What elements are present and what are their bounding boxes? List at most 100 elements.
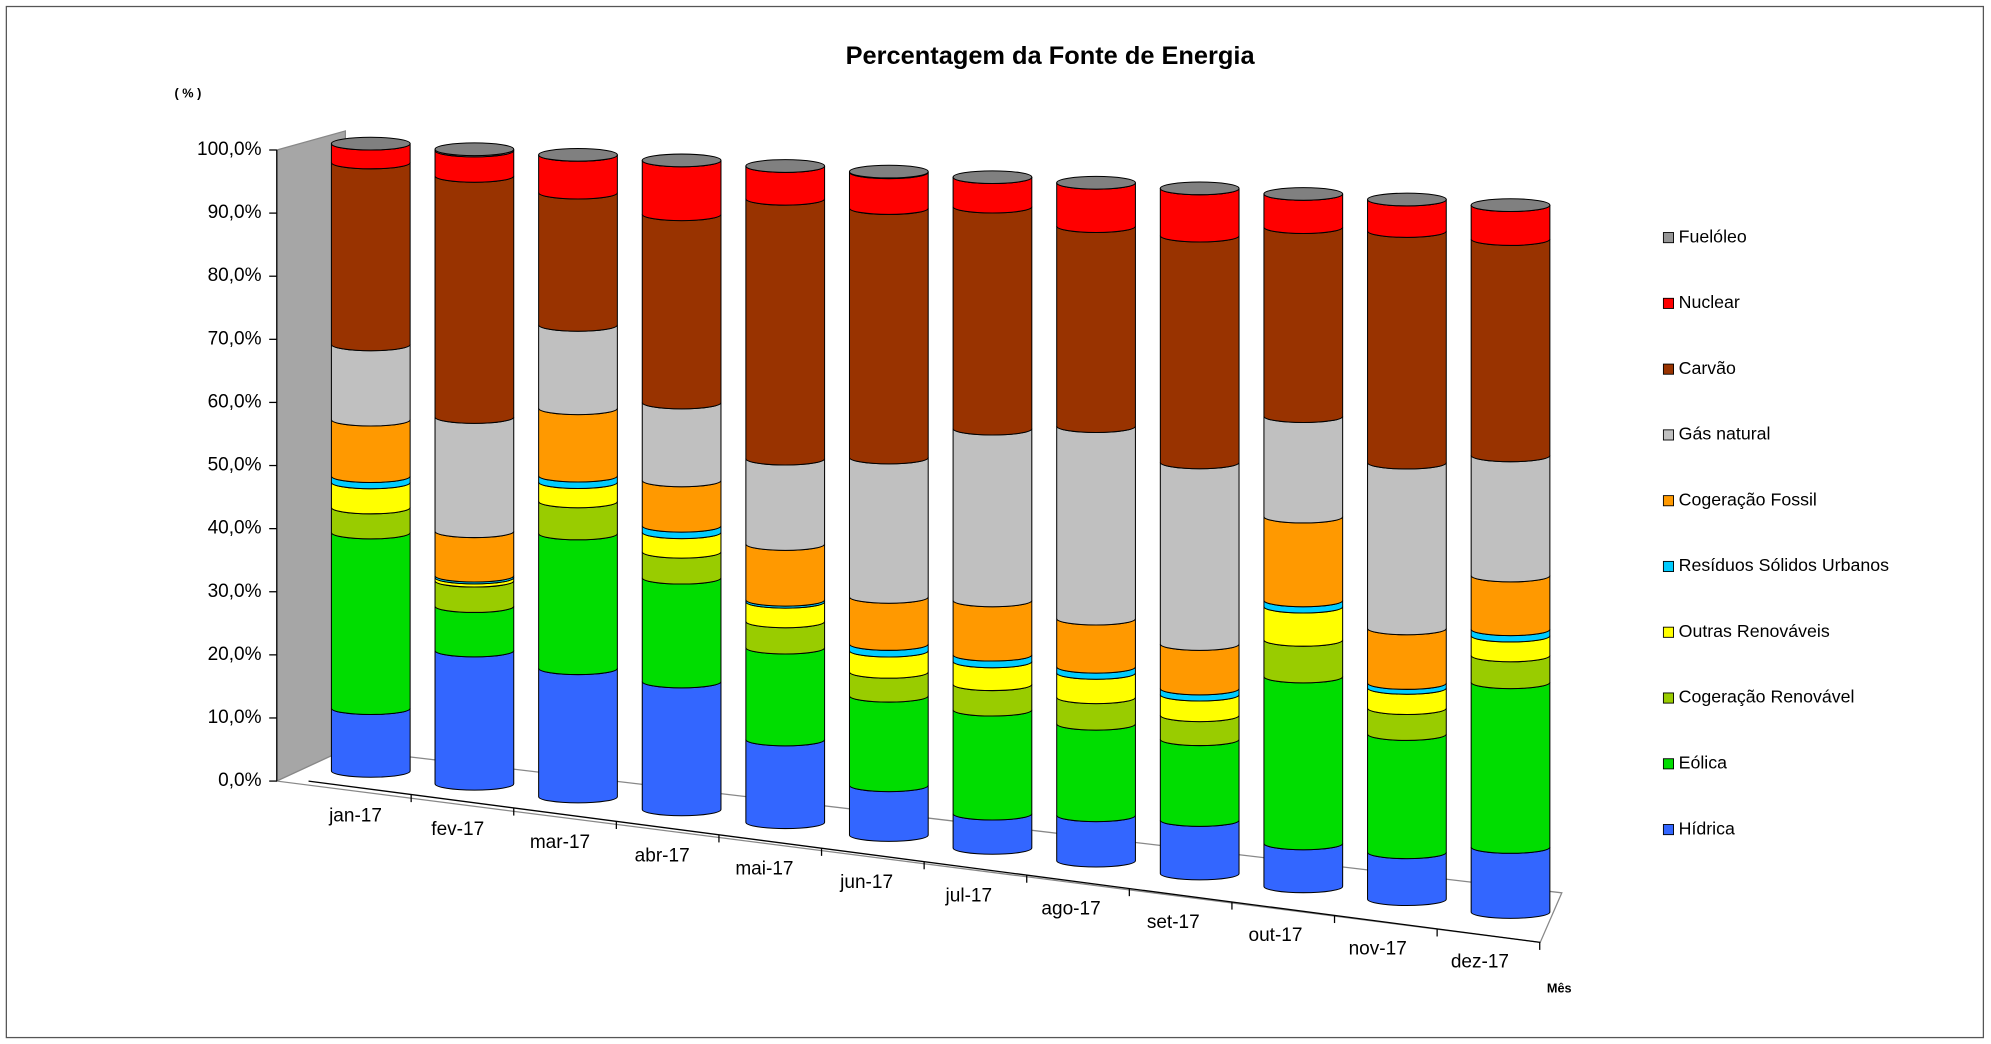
cylinder-segment [1056, 225, 1136, 433]
y-tick-label: 70,0% [208, 328, 262, 349]
cylinder-cap [1367, 192, 1447, 207]
cylinder-segment [952, 709, 1033, 821]
cylinder-segment [1367, 852, 1447, 907]
cylinder-cap [330, 136, 411, 151]
cylinder-segment [1263, 843, 1344, 894]
x-axis-title: Mês [1547, 982, 1572, 996]
cylinder-segment [538, 408, 618, 483]
cylinder-segment [1263, 416, 1344, 524]
cylinder-cap [1159, 181, 1240, 196]
legend-swatch [1662, 626, 1675, 638]
cylinder-segment [1159, 643, 1240, 696]
cylinder-segment [745, 647, 826, 747]
x-tick-label: ago-17 [1041, 899, 1100, 920]
cylinder-segment [745, 739, 826, 830]
legend-swatch [1662, 363, 1675, 375]
legend-label: Cogeração Fossil [1679, 489, 1817, 509]
cylinder-segment [1470, 238, 1551, 463]
cylinder-segment [952, 600, 1033, 662]
cylinder-cap [745, 159, 826, 173]
cylinder-segment [434, 650, 515, 791]
cylinder-segment [745, 458, 826, 551]
cylinder-cap [538, 147, 618, 162]
legend-label: Hídrica [1679, 818, 1735, 838]
cylinder-segment [330, 419, 411, 483]
y-tick-label: 50,0% [208, 455, 262, 476]
cylinder-cap [1263, 187, 1344, 201]
cylinder-segment [1367, 462, 1447, 636]
cylinder-segment [745, 543, 826, 607]
y-tick-label: 100,0% [197, 139, 262, 160]
cylinder-segment [641, 577, 722, 689]
y-tick-label: 40,0% [208, 518, 262, 539]
legend-swatch [1662, 429, 1675, 441]
cylinder-segment [1056, 815, 1136, 868]
cylinder-segment [1470, 682, 1551, 854]
legend-label: Fuelóleo [1679, 226, 1747, 246]
cylinder-segment [1056, 182, 1136, 234]
cylinder-segment [848, 207, 929, 465]
cylinder-segment [1470, 455, 1551, 583]
cylinder-segment [1263, 226, 1344, 424]
legend-label: Resíduos Sólidos Urbanos [1679, 555, 1889, 575]
cylinder-segment [641, 214, 722, 410]
legend-swatch [1662, 560, 1675, 573]
x-tick-label: jan-17 [328, 806, 382, 827]
y-tick-label: 90,0% [208, 202, 262, 223]
cylinder-segment [434, 175, 515, 424]
cylinder-segment [538, 668, 618, 804]
cylinder-cap [434, 142, 515, 157]
cylinder-segment [641, 681, 722, 817]
legend-label: Eólica [1679, 752, 1728, 772]
cylinder-segment [1470, 846, 1551, 919]
y-tick-label: 80,0% [208, 265, 262, 286]
cylinder-segment [330, 532, 411, 716]
cylinder-segment [745, 198, 826, 466]
cylinder-segment [1056, 425, 1136, 626]
cylinder-cap [848, 164, 929, 179]
cylinder-segment [1367, 230, 1447, 470]
cylinder-segment [952, 428, 1033, 608]
cylinder-segment [1159, 235, 1240, 470]
cylinder-segment [1056, 618, 1136, 674]
cylinder-segment [848, 596, 929, 651]
cylinder-segment [1159, 819, 1240, 881]
cylinder-segment [848, 457, 929, 604]
cylinder-segment [848, 785, 929, 842]
legend-swatch [1662, 824, 1675, 836]
legend-label: Carvão [1679, 358, 1736, 378]
cylinder-segment [1263, 676, 1344, 851]
cylinder-segment [434, 531, 515, 583]
cylinder-segment [952, 206, 1033, 436]
cylinder-segment [1159, 188, 1240, 243]
y-unit: ( % ) [175, 86, 202, 100]
legend-swatch [1662, 232, 1675, 244]
cylinder-cap [641, 153, 722, 168]
cylinder-segment [434, 416, 515, 539]
cylinder-segment [1367, 733, 1447, 860]
cylinder-segment [1470, 575, 1551, 637]
cylinder-segment [330, 708, 411, 778]
cylinder-segment [1056, 723, 1136, 823]
cylinder-segment [330, 162, 411, 352]
cylinder-cap [1056, 175, 1136, 190]
cylinder-segment [330, 344, 411, 427]
cylinder-segment [1159, 462, 1240, 651]
y-tick-label: 10,0% [208, 707, 262, 728]
x-tick-label: mar-17 [530, 832, 590, 853]
x-tick-label: nov-17 [1349, 938, 1407, 959]
x-tick-label: jun-17 [839, 872, 893, 893]
cylinder-segment [848, 695, 929, 793]
legend-label: Outras Renováveis [1679, 621, 1830, 641]
x-tick-label: fev-17 [431, 819, 484, 840]
cylinder-cap [1470, 198, 1551, 212]
y-tick-label: 60,0% [208, 391, 262, 412]
x-tick-label: dez-17 [1451, 952, 1509, 973]
cylinder-segment [434, 605, 515, 658]
y-tick-label: 30,0% [208, 581, 262, 602]
cylinder-segment [538, 324, 618, 416]
x-tick-label: jul-17 [945, 885, 993, 906]
x-tick-label: abr-17 [635, 845, 690, 866]
y-tick-label: 0,0% [218, 770, 261, 791]
